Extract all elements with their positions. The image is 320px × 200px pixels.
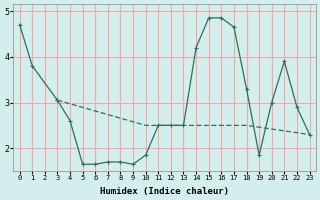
X-axis label: Humidex (Indice chaleur): Humidex (Indice chaleur)	[100, 187, 229, 196]
